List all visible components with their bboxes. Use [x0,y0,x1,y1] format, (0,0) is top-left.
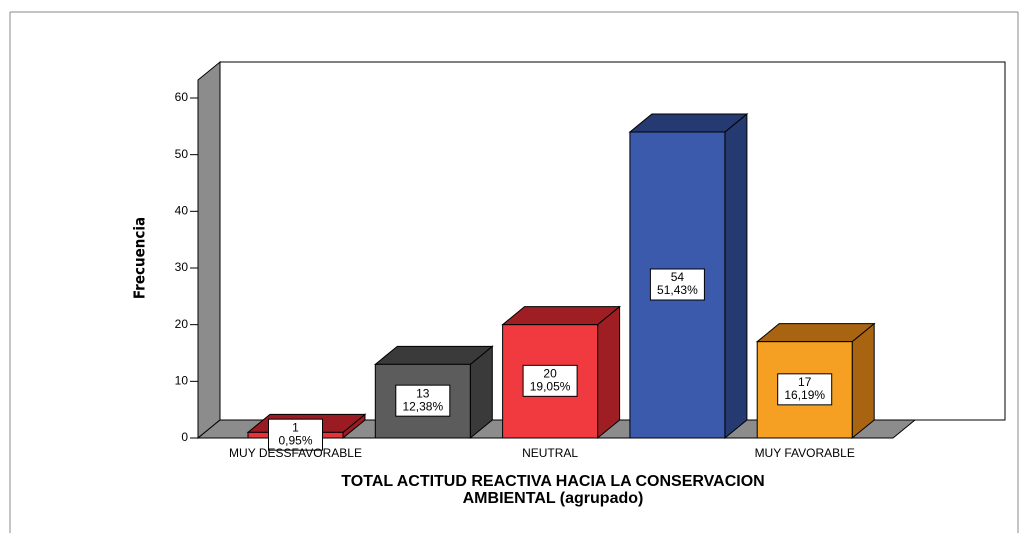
data-label: 20 [543,367,557,381]
y-tick-label: 20 [175,317,189,331]
y-tick-label: 30 [175,260,189,274]
data-label: 12,38% [402,399,443,413]
x-axis-label: AMBIENTAL (agrupado) [463,490,644,507]
side-wall [197,60,221,440]
data-label: 1 [292,420,299,434]
data-label: 17 [798,375,812,389]
y-tick-label: 10 [175,374,189,388]
data-label: 16,19% [784,388,825,402]
bar-side [724,112,748,440]
data-label-box [522,364,578,397]
data-label-box [395,384,451,417]
x-tick-label: MUY DESSFAVORABLE [229,446,362,460]
bar-side [851,322,875,440]
data-label-box [268,418,323,451]
x-tick-label: NEUTRAL [522,446,578,460]
data-label: 51,43% [657,283,698,297]
data-label: 0,95% [278,433,312,447]
y-tick-label: 0 [181,430,188,444]
x-tick-label: MUY FAVORABLE [755,446,855,460]
data-label: 13 [416,386,430,400]
x-axis-label: TOTAL ACTITUD REACTIVA HACIA LA CONSERVA… [341,473,764,490]
data-label-box [777,373,833,406]
y-tick-label: 40 [175,204,189,218]
y-tick-label: 50 [175,147,189,161]
data-label: 54 [671,270,685,284]
y-tick-label: 60 [175,90,189,104]
bar-side [597,305,621,440]
y-axis-label: Frecuencia [131,217,149,299]
data-label: 19,05% [530,380,571,394]
data-label-box [649,268,705,301]
